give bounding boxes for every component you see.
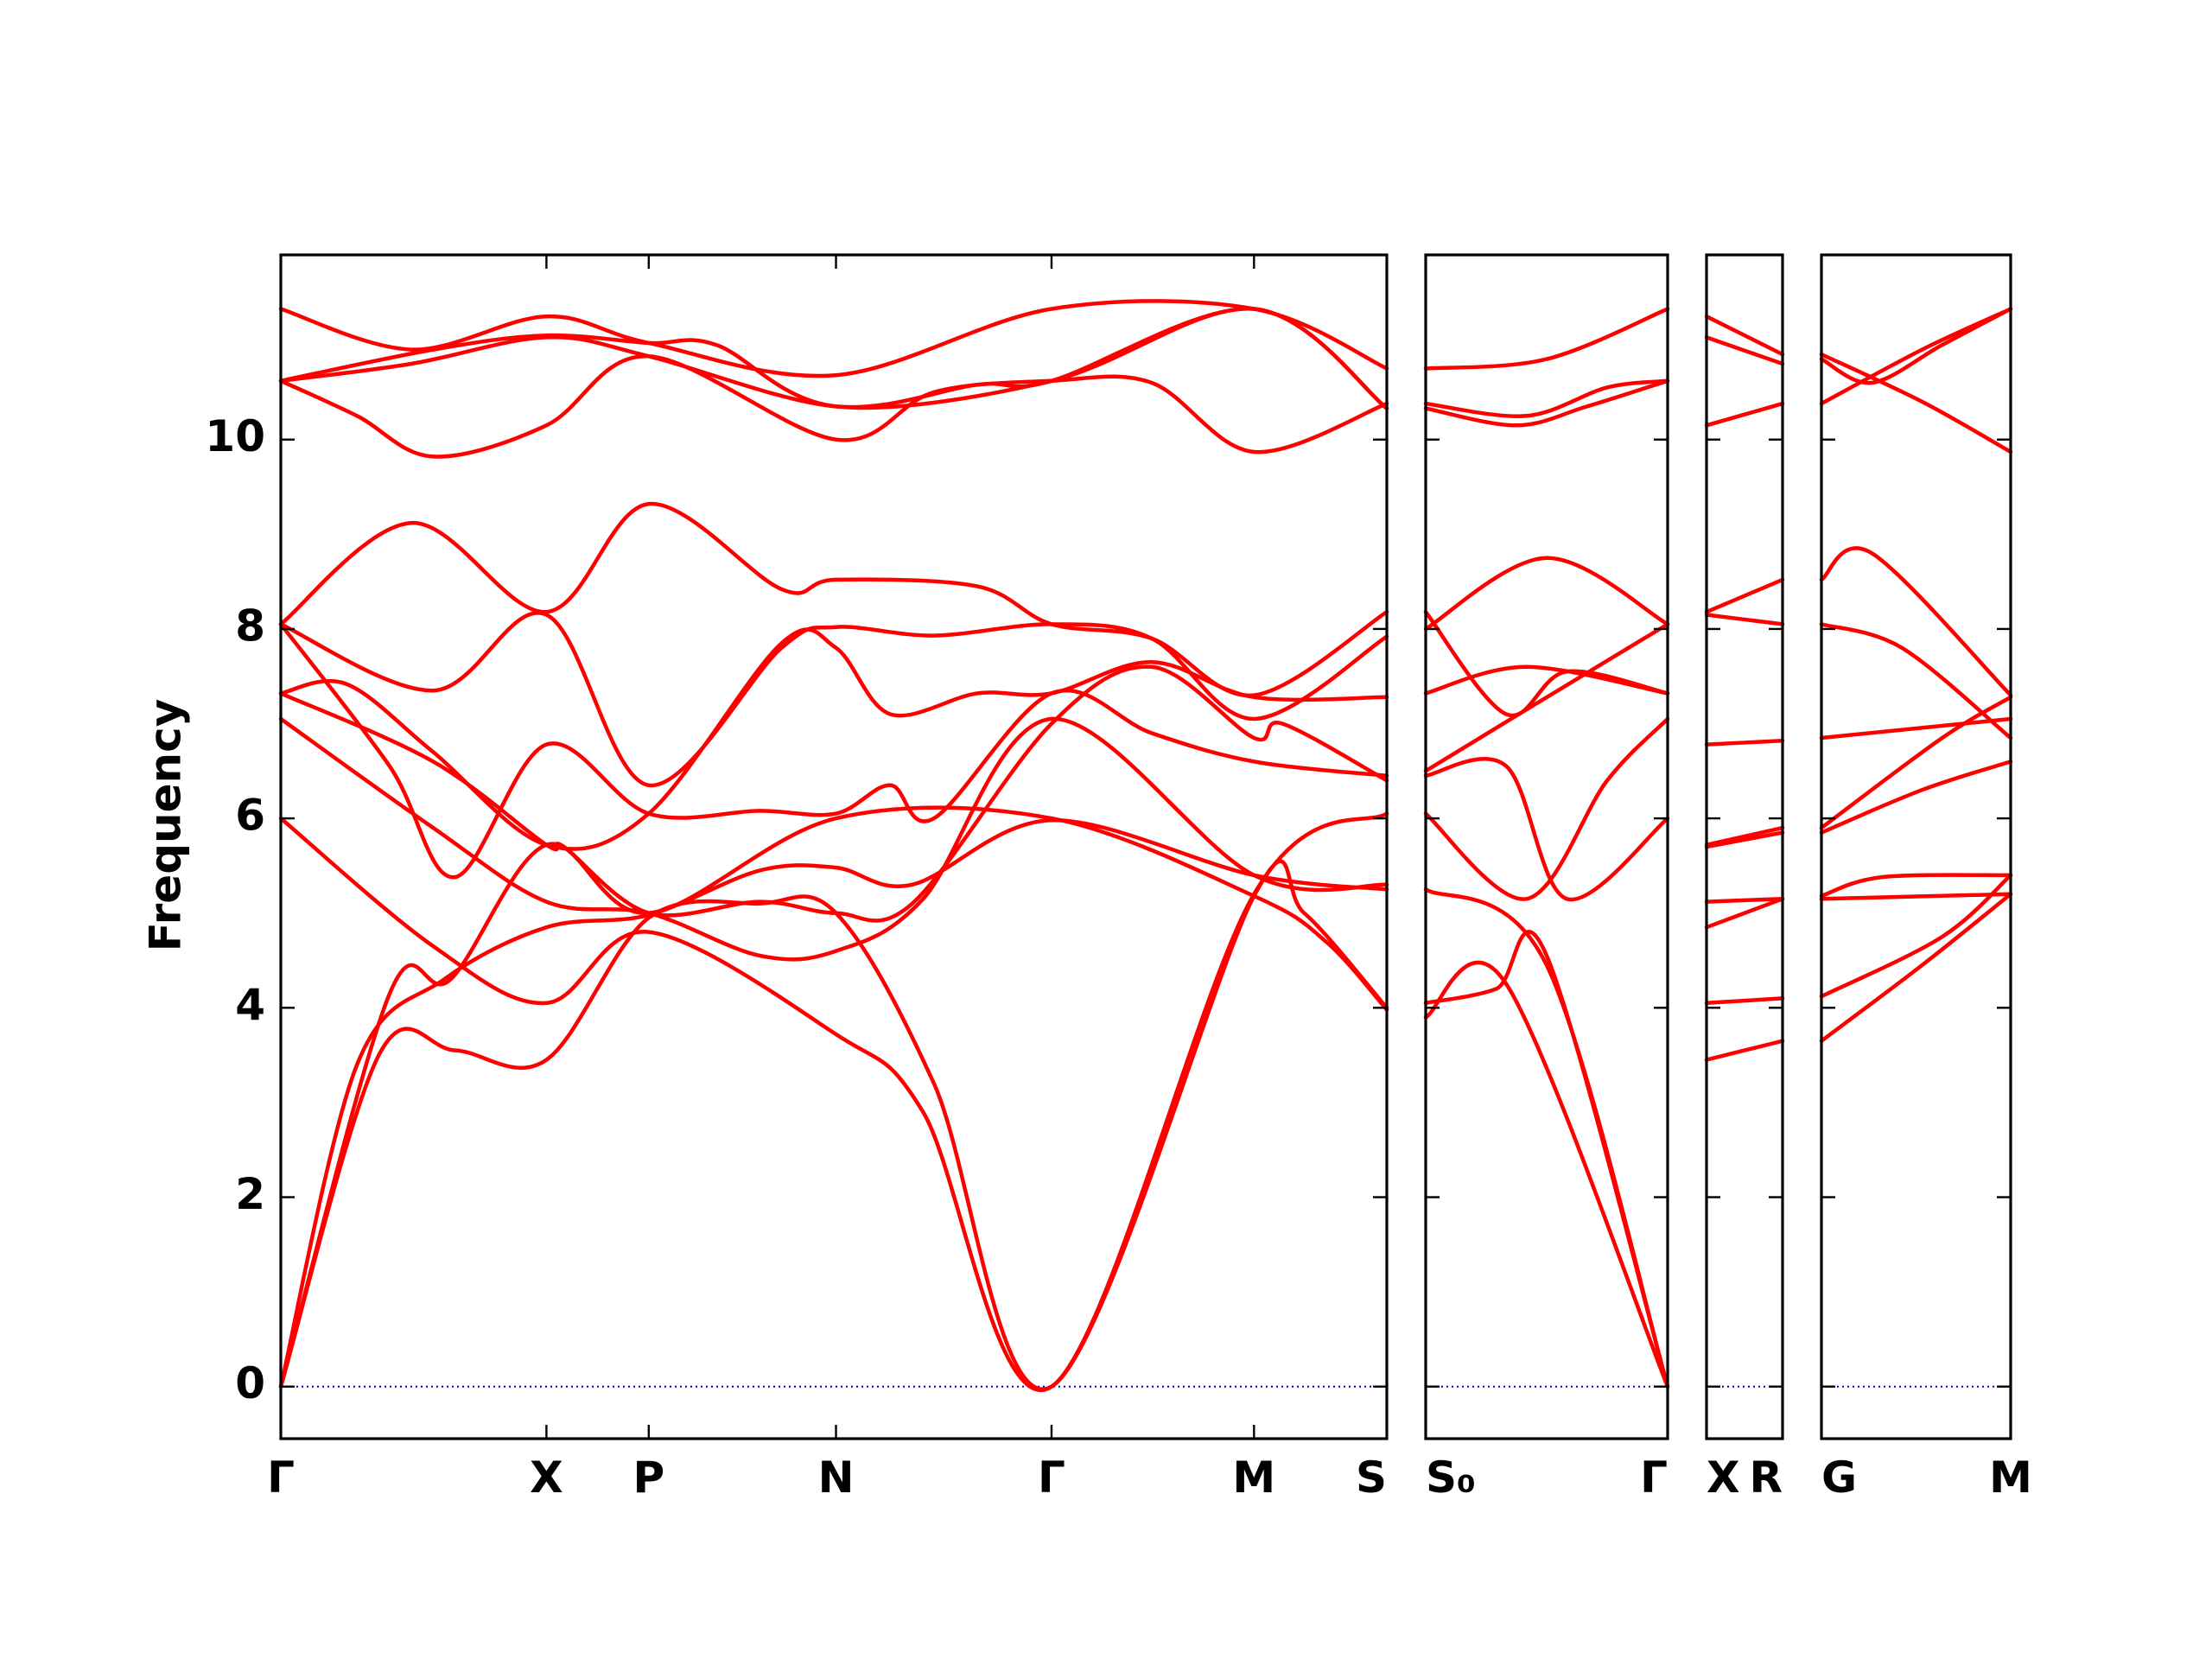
x-tick-label: S [1356, 1452, 1387, 1503]
band-line-8 [1704, 830, 1785, 849]
band-line-11 [278, 811, 1389, 1392]
y-tick-labels: 0 2 4 6 8 10 [205, 411, 265, 1408]
band-line-4 [1819, 546, 2013, 697]
panel-frame [1705, 253, 1784, 1440]
y-tick-label: 10 [205, 411, 265, 461]
band-line-12 [1423, 960, 1670, 1389]
band-line-9 [278, 664, 1389, 923]
y-axis-label: Frequency [141, 699, 191, 952]
band-line-3 [1704, 401, 1785, 428]
panel-frame [1424, 253, 1669, 1440]
band-line-2 [278, 307, 1389, 410]
band-line-3 [278, 354, 1389, 459]
panel-frame [1820, 253, 2012, 1440]
band-line-11 [1423, 930, 1670, 1389]
band-line-10 [1704, 897, 1785, 930]
band-line-2 [1423, 378, 1670, 428]
band-line-7 [1819, 695, 2013, 830]
band-line-4 [278, 307, 1389, 410]
band-line-6 [1423, 664, 1670, 696]
band-line-11 [1704, 996, 1785, 1006]
band-line-7 [1423, 622, 1670, 773]
band-line-3 [1423, 378, 1670, 418]
band-line-6 [1704, 738, 1785, 747]
y-tick-label: 8 [235, 601, 265, 651]
band-line-12 [278, 818, 1389, 1389]
band-line-8 [278, 622, 1389, 880]
x-tick-label: M [1232, 1452, 1275, 1503]
band-line-10 [1423, 887, 1670, 1389]
band-line-9 [1423, 716, 1670, 901]
x-tick-label: Γ [1038, 1452, 1065, 1503]
band-line-3 [1819, 307, 2013, 406]
band-line-10 [278, 716, 1389, 962]
x-tick-label: Γ [267, 1452, 295, 1503]
x-tick-label: X [530, 1452, 563, 1503]
x-tick-label: N [818, 1452, 855, 1503]
band-line-4 [1423, 556, 1670, 632]
band-line-2 [1819, 307, 2013, 385]
panel-2: S₀ Γ [1423, 253, 1670, 1503]
y-tick-label: 2 [235, 1169, 265, 1219]
x-tick-label: S₀ [1426, 1452, 1476, 1503]
band-line-5 [278, 501, 1389, 697]
band-line-5 [1819, 622, 2013, 741]
band-line-10 [1819, 892, 2013, 901]
band-line-12 [1704, 1039, 1785, 1062]
x-tick-label: X [1707, 1452, 1740, 1503]
y-tick-label: 6 [235, 791, 265, 841]
band-line-4 [1704, 577, 1785, 614]
band-line-8 [1423, 757, 1670, 902]
y-tick-label: 4 [235, 980, 265, 1030]
band-line-1 [1819, 352, 2013, 454]
y-tick-label: 0 [235, 1358, 265, 1408]
band-line-1 [1704, 314, 1785, 357]
band-line-1 [1423, 307, 1670, 371]
band-line-6 [1819, 716, 2013, 741]
x-tick-label: R [1749, 1452, 1783, 1503]
x-tick-label: G [1821, 1452, 1857, 1503]
band-line-7 [1704, 825, 1785, 848]
band-line-11 [1819, 873, 2013, 999]
band-line-5 [1423, 609, 1670, 718]
band-line-6 [278, 611, 1389, 788]
band-line-9 [1819, 873, 2013, 899]
panel-frame [279, 253, 1389, 1440]
x-tick-label: M [1989, 1452, 2032, 1503]
band-line-8 [1819, 760, 2013, 835]
band-line-12 [1819, 892, 2013, 1043]
band-line-14 [278, 805, 1389, 1389]
band-line-7 [278, 627, 1389, 851]
band-line-2 [1704, 335, 1785, 366]
band-line-13 [278, 859, 1389, 1391]
band-line-1 [278, 299, 1389, 378]
band-line-5 [1704, 613, 1785, 626]
plot-panels: Γ X P N Γ M S S₀ Γ X R G M [267, 253, 2032, 1503]
x-tick-label: Γ [1640, 1452, 1668, 1503]
x-tick-label: P [632, 1452, 664, 1503]
